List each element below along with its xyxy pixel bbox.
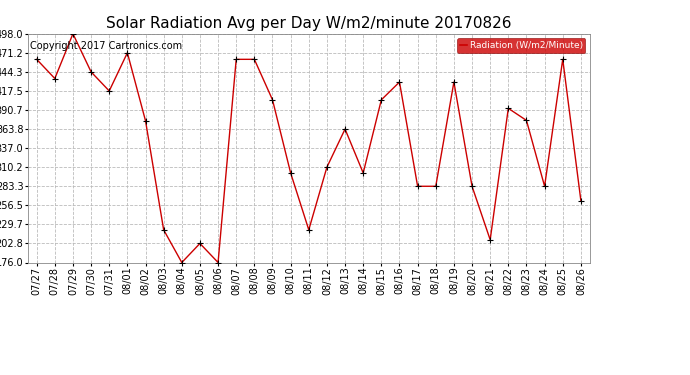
Text: Copyright 2017 Cartronics.com: Copyright 2017 Cartronics.com — [30, 40, 183, 51]
Title: Solar Radiation Avg per Day W/m2/minute 20170826: Solar Radiation Avg per Day W/m2/minute … — [106, 16, 511, 31]
Legend: Radiation (W/m2/Minute): Radiation (W/m2/Minute) — [457, 38, 585, 53]
